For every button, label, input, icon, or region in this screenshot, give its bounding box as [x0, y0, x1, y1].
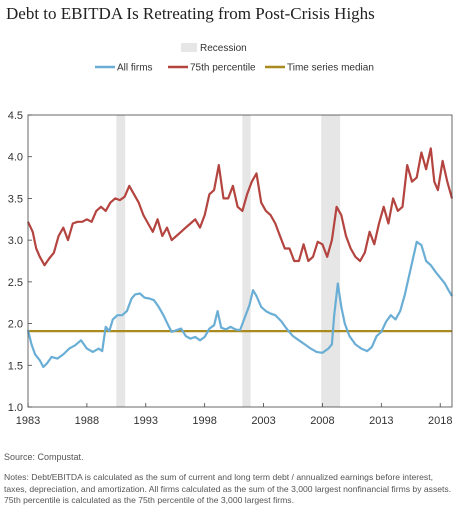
y-tick-label: 2.0 [8, 319, 23, 331]
legend-recession-swatch [181, 43, 197, 52]
y-tick-label: 3.5 [8, 193, 23, 205]
x-tick-label: 2008 [310, 415, 334, 427]
recession-band-3 [321, 115, 341, 407]
x-axis-tick-labels: 1983 1988 1993 1998 2003 2008 2013 2018 [16, 403, 452, 427]
y-tick-label: 4.0 [8, 152, 23, 164]
source-note: Source: Compustat. [4, 452, 84, 462]
x-tick-label: 2018 [428, 415, 452, 427]
x-tick-label: 1998 [192, 415, 216, 427]
x-tick-label: 1983 [16, 415, 40, 427]
y-tick-label: 1.0 [8, 402, 23, 414]
y-axis-tick-labels: 1.0 1.5 2.0 2.5 3.0 3.5 4.0 4.5 [8, 110, 32, 414]
chart-title: Debt to EBITDA Is Retreating from Post-C… [6, 4, 375, 23]
legend-recession-label: Recession [200, 43, 247, 54]
plot-area-frame [27, 114, 453, 408]
y-tick-label: 1.5 [8, 360, 23, 372]
legend-time-series-median-label: Time series median [287, 63, 374, 74]
series-line-all-firms [26, 240, 453, 369]
y-tick-label: 3.0 [8, 235, 23, 247]
series-line-75th-percentile [27, 147, 454, 267]
legend-all-firms-label: All firms [117, 63, 153, 74]
x-tick-label: 2013 [369, 415, 393, 427]
x-tick-label: 1988 [75, 415, 99, 427]
y-tick-label: 2.5 [8, 277, 23, 289]
y-tick-label: 4.5 [8, 110, 23, 122]
legend: Recession All firms 75th percentile Time se… [95, 43, 374, 74]
recession-bands [116, 115, 341, 407]
legend-75th-percentile-label: 75th percentile [190, 63, 256, 74]
footnotes: Notes: Debt/EBITDA is calculated as the … [4, 472, 452, 505]
recession-band-1 [116, 115, 126, 407]
recession-band-2 [242, 115, 251, 407]
x-tick-label: 2003 [251, 415, 275, 427]
x-tick-label: 1993 [134, 415, 158, 427]
series-lines [26, 147, 454, 369]
